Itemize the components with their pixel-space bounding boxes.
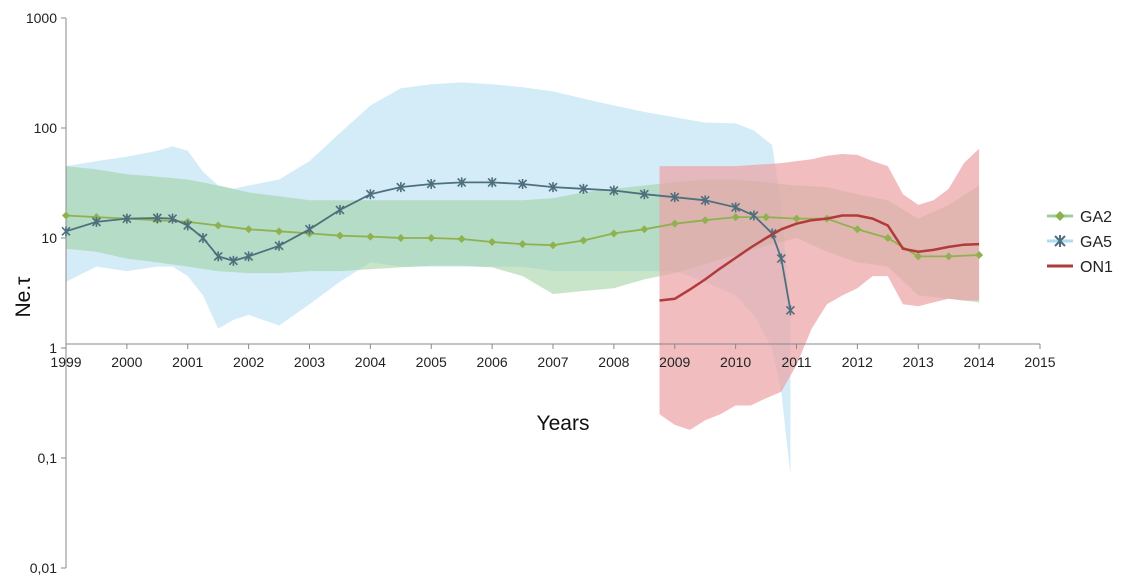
x-tick-label: 2013 — [903, 354, 934, 370]
data-point — [487, 177, 497, 188]
data-point — [122, 213, 132, 224]
data-point — [214, 221, 223, 230]
data-point — [61, 226, 71, 237]
y-tick-label: 1000 — [26, 10, 57, 26]
data-point — [640, 225, 649, 234]
data-point — [396, 234, 405, 242]
x-tick-label: 2008 — [598, 354, 629, 370]
data-point — [244, 251, 254, 262]
data-point — [91, 216, 102, 227]
data-point — [609, 185, 619, 196]
data-point — [244, 225, 253, 234]
data-point — [701, 216, 710, 225]
x-tick-label: 2005 — [416, 354, 447, 370]
x-tick-label: 2002 — [233, 354, 264, 370]
x-tick-label: 2006 — [477, 354, 508, 370]
data-point — [578, 183, 589, 194]
data-point — [749, 210, 759, 221]
data-point — [883, 234, 892, 242]
data-point — [670, 219, 679, 228]
data-point — [457, 234, 466, 243]
band-ga5 — [66, 82, 791, 476]
confidence-bands — [66, 82, 980, 476]
data-point — [274, 240, 284, 251]
legend-marker — [1055, 211, 1065, 221]
data-point — [609, 229, 618, 238]
data-point — [335, 231, 344, 240]
legend: GA2 GA5 ON1 — [1047, 209, 1113, 276]
data-point — [488, 237, 497, 246]
data-point — [366, 232, 375, 241]
x-tick-label: 2011 — [781, 354, 811, 370]
data-point — [228, 255, 238, 266]
data-point — [762, 213, 771, 222]
data-point — [731, 213, 740, 222]
data-point — [975, 251, 984, 260]
data-point — [335, 204, 345, 215]
data-point — [427, 234, 436, 242]
series-line-on1 — [659, 214, 980, 302]
data-point — [548, 182, 558, 193]
data-point — [198, 233, 208, 243]
y-tick-label: 10 — [41, 230, 57, 246]
y-axis-title: Ne.τ — [12, 276, 35, 318]
y-tick-label: 0,1 — [38, 450, 58, 466]
data-point — [785, 305, 795, 316]
data-point — [579, 236, 588, 245]
data-point — [639, 189, 649, 200]
x-tick-label: 2007 — [537, 354, 568, 370]
x-tick-label: 2003 — [294, 354, 325, 370]
data-point — [700, 195, 710, 206]
y-tick-label: 1 — [49, 340, 57, 356]
series-line-ga5 — [65, 181, 792, 311]
x-tick-label: 2004 — [355, 354, 386, 370]
data-point — [457, 177, 467, 188]
data-point — [213, 251, 223, 262]
data-point — [365, 189, 375, 200]
data-point — [853, 225, 862, 234]
y-tick-label: 100 — [34, 120, 58, 136]
data-point — [776, 253, 786, 264]
legend-label: GA5 — [1080, 234, 1112, 251]
x-tick-label: 2009 — [659, 354, 690, 370]
data-point — [792, 214, 801, 223]
legend-label: GA2 — [1080, 209, 1112, 226]
data-point — [62, 211, 70, 220]
band-on1 — [659, 148, 980, 430]
data-point — [944, 252, 953, 261]
data-point — [183, 220, 193, 231]
legend-marker — [1054, 235, 1066, 247]
data-point — [275, 227, 284, 236]
data-point — [304, 224, 315, 235]
x-tick-label: 2014 — [964, 354, 995, 370]
x-tick-label: 2015 — [1024, 354, 1055, 370]
data-point — [517, 178, 528, 189]
x-axis-title: Years — [537, 412, 590, 435]
data-point — [518, 240, 527, 249]
y-tick-label: 0,01 — [30, 560, 57, 576]
data-point — [914, 252, 923, 261]
data-point — [167, 213, 178, 224]
data-point — [549, 241, 557, 250]
tick-labels: 0,01 0,1 1 10 100 1000 1999 2000 2001 2002 2003 200… — [26, 10, 1056, 576]
legend-label: ON1 — [1080, 259, 1113, 276]
data-point — [670, 192, 680, 203]
x-tick-label: 1999 — [50, 354, 81, 370]
data-point — [152, 212, 162, 223]
data-point — [731, 202, 741, 213]
x-tick-label: 2012 — [842, 354, 873, 370]
x-tick-label: 2001 — [172, 354, 203, 370]
x-tick-label: 2010 — [720, 354, 751, 370]
data-point — [426, 178, 436, 189]
series-lines — [61, 177, 984, 316]
x-tick-label: 2000 — [111, 354, 142, 370]
axes — [61, 17, 1041, 569]
data-point — [396, 182, 406, 193]
